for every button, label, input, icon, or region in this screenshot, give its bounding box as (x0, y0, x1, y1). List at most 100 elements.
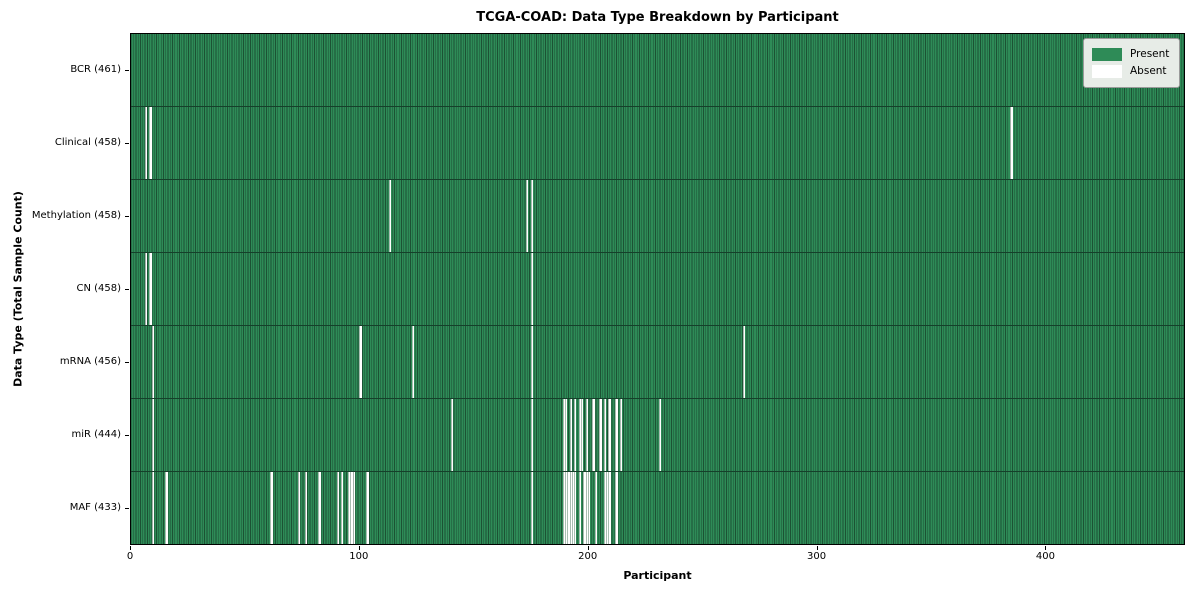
absent-stripe (359, 326, 362, 398)
absent-stripe (569, 472, 572, 544)
absent-stripe (530, 326, 533, 398)
ytick-mark (125, 362, 129, 364)
row-mrna (131, 326, 1184, 399)
absent-stripe (564, 472, 568, 544)
absent-stripe (450, 399, 454, 471)
ytick-label-bcr: BCR (461) (70, 63, 121, 75)
absent-stripe (149, 107, 152, 179)
absent-stripe (608, 399, 611, 471)
absent-stripe (411, 326, 415, 398)
absent-stripe (606, 472, 609, 544)
ytick-mark (125, 435, 129, 437)
absent-stripe (304, 472, 307, 544)
absent-stripe (165, 472, 168, 544)
ytick-mark (125, 215, 129, 217)
legend-label: Absent (1130, 65, 1167, 77)
absent-stripe (571, 472, 575, 544)
absent-stripe (347, 472, 351, 544)
absent-stripe (1010, 107, 1013, 179)
xtick-label-300: 300 (807, 551, 827, 562)
x-axis-label: Participant (623, 569, 692, 582)
legend-swatch-present (1092, 48, 1122, 61)
xtick-mark (1045, 546, 1047, 550)
ytick-mark (125, 69, 129, 71)
absent-stripe (530, 180, 533, 252)
absent-stripe (603, 472, 607, 544)
ytick-label-mir: miR (444) (71, 429, 121, 441)
absent-stripe (297, 472, 301, 544)
row-clinical (131, 107, 1184, 180)
absent-stripe (389, 180, 392, 252)
absent-stripe (585, 399, 588, 471)
row-maf (131, 472, 1184, 544)
absent-stripe (599, 399, 602, 471)
xtick-mark (587, 546, 589, 550)
ytick-label-mrna: mRNA (456) (59, 356, 121, 368)
absent-stripe (583, 472, 586, 544)
ytick-label-methylation: Methylation (458) (31, 209, 121, 221)
ytick-label-maf: MAF (433) (69, 502, 121, 514)
absent-stripe (578, 472, 581, 544)
absent-stripe (615, 472, 618, 544)
row-cn (131, 253, 1184, 326)
absent-stripe (608, 472, 611, 544)
absent-stripe (341, 472, 344, 544)
row-bcr (131, 34, 1184, 107)
absent-stripe (151, 326, 154, 398)
absent-stripe (318, 472, 321, 544)
absent-stripe (144, 107, 147, 179)
row-mir (131, 399, 1184, 472)
absent-stripe (151, 472, 154, 544)
absent-stripe (149, 253, 152, 325)
legend-swatch-absent (1092, 65, 1122, 78)
xtick-label-100: 100 (349, 551, 369, 562)
absent-stripe (603, 399, 607, 471)
chart-title: TCGA-COAD: Data Type Breakdown by Partic… (476, 10, 839, 25)
absent-stripe (562, 472, 565, 544)
absent-stripe (574, 399, 577, 471)
legend-label: Present (1130, 48, 1170, 60)
legend-item-present: Present (1092, 47, 1171, 62)
absent-stripe (569, 399, 572, 471)
ytick-mark (125, 289, 129, 290)
absent-stripe (562, 399, 565, 471)
absent-stripe (594, 472, 597, 544)
absent-stripe (352, 472, 355, 544)
ytick-label-clinical: Clinical (458) (54, 136, 121, 148)
absent-stripe (585, 472, 588, 544)
xtick-label-200: 200 (578, 551, 598, 562)
xtick-mark (358, 546, 360, 550)
ytick-mark (125, 508, 129, 510)
absent-stripe (270, 472, 273, 544)
xtick-mark (130, 546, 131, 550)
xtick-label-0: 0 (126, 551, 134, 562)
absent-stripe (567, 472, 570, 544)
absent-stripe (366, 472, 369, 544)
absent-stripe (530, 472, 533, 544)
absent-stripe (658, 399, 661, 471)
absent-stripe (530, 399, 533, 471)
absent-stripe (151, 399, 154, 471)
absent-stripe (350, 472, 353, 544)
absent-stripe (619, 399, 623, 471)
ytick-label-cn: CN (458) (76, 283, 121, 294)
absent-stripe (615, 399, 618, 471)
plot-area (130, 33, 1185, 545)
absent-stripe (592, 399, 595, 471)
absent-stripe (564, 399, 568, 471)
legend: Present Absent (1083, 38, 1180, 88)
absent-stripe (580, 399, 584, 471)
absent-stripe (526, 180, 529, 252)
absent-stripe (587, 472, 591, 544)
xtick-label-400: 400 (1035, 551, 1055, 562)
ytick-mark (125, 142, 129, 144)
heatmap-rows (131, 34, 1184, 544)
absent-stripe (743, 326, 746, 398)
legend-item-absent: Absent (1092, 64, 1171, 79)
absent-stripe (336, 472, 339, 544)
absent-stripe (578, 399, 581, 471)
row-methylation (131, 180, 1184, 253)
xtick-mark (816, 546, 818, 550)
absent-stripe (530, 253, 533, 325)
